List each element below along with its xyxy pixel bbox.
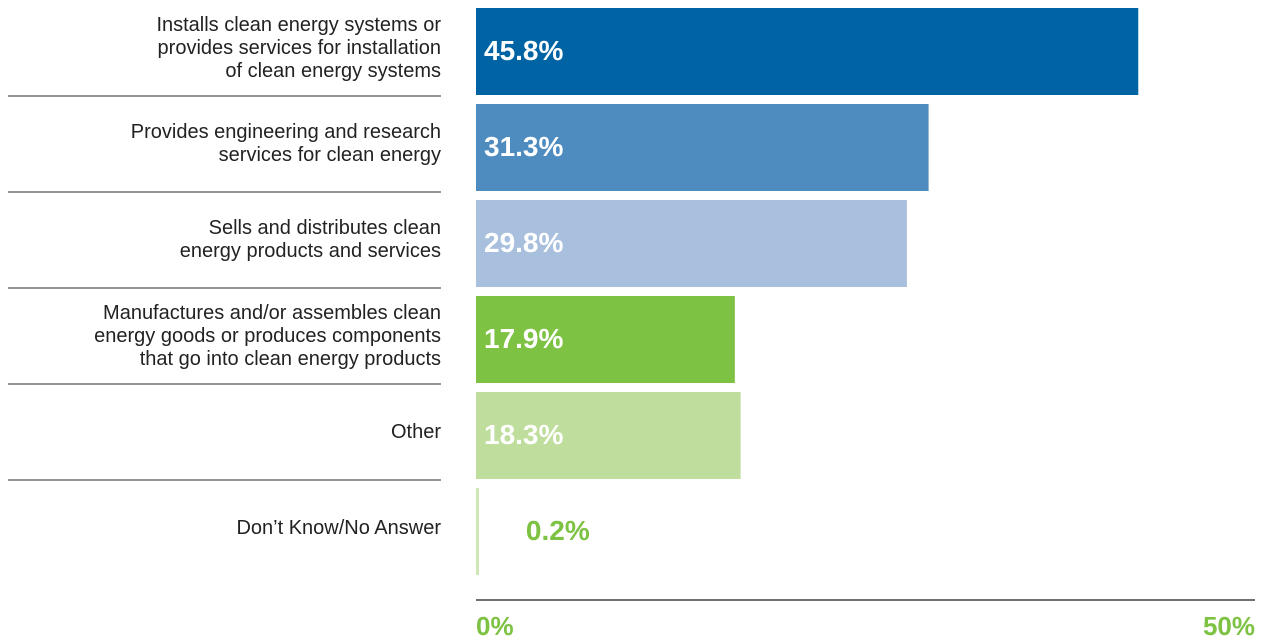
value-label: 18.3% <box>484 419 563 450</box>
value-label: 17.9% <box>484 323 563 354</box>
value-label: 31.3% <box>484 131 563 162</box>
category-label: Provides engineering and research servic… <box>130 121 441 166</box>
x-tick-label: 50% <box>1203 611 1255 640</box>
value-label: 29.8% <box>484 227 563 258</box>
bar <box>476 8 1139 95</box>
category-label: Don’t Know/No Answer <box>236 516 441 539</box>
category-label: Manufactures and/or assembles clean ener… <box>94 301 441 370</box>
bar <box>476 392 741 479</box>
bar <box>476 200 907 287</box>
bar <box>476 104 929 191</box>
value-label: 45.8% <box>484 35 563 66</box>
x-tick-label: 0% <box>476 611 514 640</box>
value-label: 0.2% <box>526 515 590 546</box>
category-label: Installs clean energy systems or provide… <box>156 13 441 82</box>
bar <box>476 488 479 575</box>
bar <box>476 296 735 383</box>
category-label: Sells and distributes clean energy produ… <box>179 217 441 262</box>
category-label: Other <box>390 420 441 443</box>
